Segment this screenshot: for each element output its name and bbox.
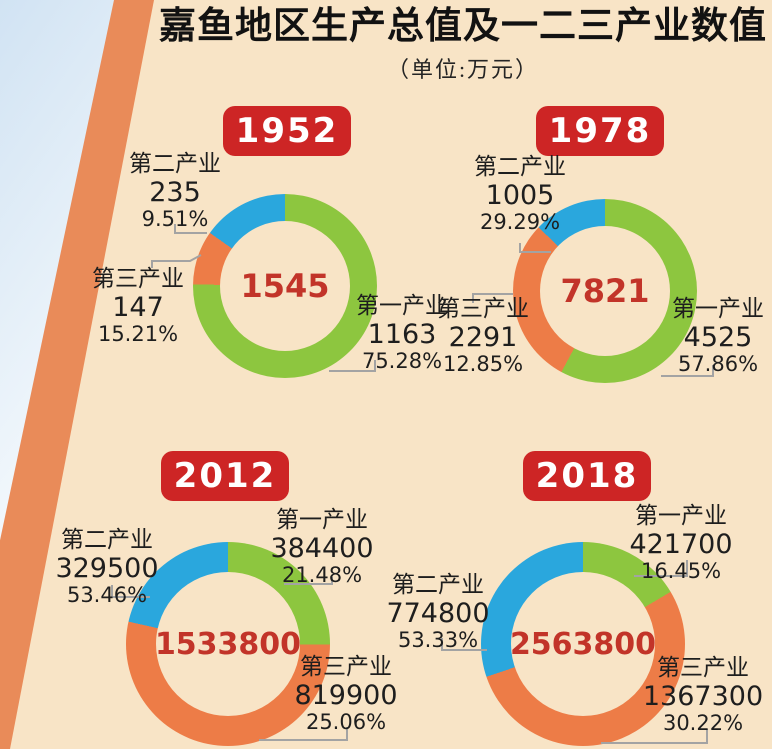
industry-label-2018-first: 第一产业 421700 16.45% [611, 503, 751, 584]
industry-value: 1005 [485, 180, 555, 212]
industry-name: 第二产业 [129, 151, 221, 177]
industry-label-2012-first: 第一产业 384400 21.48% [252, 507, 392, 588]
industry-percent: 30.22% [662, 711, 744, 736]
industry-label-1952-first: 第一产业 1163 75.28% [332, 293, 472, 374]
industry-label-2018-second: 第二产业 774800 53.33% [368, 572, 508, 653]
industry-label-1978-second: 第二产业 1005 29.29% [450, 154, 590, 235]
decor-band [0, 0, 154, 749]
industry-percent: 16.45% [640, 559, 722, 584]
year-badge-2012: 2012 [161, 451, 289, 501]
donut-chart-1978: 7821 [513, 199, 697, 383]
industry-name: 第一产业 [635, 503, 727, 529]
year-badge-1952: 1952 [223, 106, 351, 156]
industry-value: 774800 [386, 598, 490, 630]
industry-label-1952-third: 第三产业 147 15.21% [68, 266, 208, 347]
industry-label-1952-second: 第二产业 235 9.51% [105, 151, 245, 232]
industry-percent: 57.86% [677, 352, 759, 377]
donut-total-1978: 7821 [560, 272, 650, 310]
title-block: 嘉鱼地区生产总值及一二三产业数值 （单位:万元） [158, 4, 768, 84]
unit-subtitle: （单位:万元） [386, 57, 540, 83]
industry-percent: 53.33% [397, 628, 479, 653]
industry-label-2012-third: 第三产业 819900 25.06% [276, 654, 416, 735]
industry-value: 421700 [629, 529, 733, 561]
industry-value: 384400 [270, 533, 374, 565]
industry-label-1978-first: 第一产业 4525 57.86% [660, 296, 772, 377]
donut-hole [540, 226, 670, 356]
industry-percent: 53.46% [66, 583, 148, 608]
industry-name: 第二产业 [474, 154, 566, 180]
donut-hole [156, 572, 300, 716]
donut-total-1952: 1545 [240, 267, 330, 305]
industry-percent: 25.06% [305, 710, 387, 735]
year-badge-1978: 1978 [536, 106, 664, 156]
industry-name: 第三产业 [92, 266, 184, 292]
industry-value: 147 [112, 292, 164, 324]
donut-chart-2012: 1533800 [126, 542, 330, 746]
donut-chart-1952: 1545 [193, 194, 377, 378]
industry-name: 第三产业 [437, 296, 529, 322]
page-title: 嘉鱼地区生产总值及一二三产业数值 [159, 6, 767, 47]
industry-value: 1367300 [642, 681, 764, 713]
industry-name: 第三产业 [657, 655, 749, 681]
industry-value: 819900 [294, 680, 398, 712]
industry-label-1978-third: 第三产业 2291 12.85% [413, 296, 553, 377]
industry-label-2012-second: 第二产业 329500 53.46% [37, 527, 177, 608]
industry-percent: 12.85% [442, 352, 524, 377]
industry-value: 2291 [448, 322, 518, 354]
industry-value: 329500 [55, 553, 159, 585]
donut-hole [511, 572, 655, 716]
industry-percent: 75.28% [361, 349, 443, 374]
industry-value: 1163 [367, 319, 437, 351]
donut-hole [220, 221, 350, 351]
industry-name: 第二产业 [61, 527, 153, 553]
donut-total-2018: 2563800 [509, 626, 657, 662]
industry-name: 第一产业 [356, 293, 448, 319]
year-badge-2018: 2018 [523, 451, 651, 501]
industry-name: 第一产业 [672, 296, 764, 322]
industry-label-2018-third: 第三产业 1367300 30.22% [635, 655, 771, 736]
industry-percent: 15.21% [97, 322, 179, 347]
industry-name: 第三产业 [300, 654, 392, 680]
industry-percent: 29.29% [479, 210, 561, 235]
industry-value: 235 [149, 177, 201, 209]
donut-chart-2018: 2563800 [481, 542, 685, 746]
industry-name: 第二产业 [392, 572, 484, 598]
industry-value: 4525 [683, 322, 753, 354]
industry-name: 第一产业 [276, 507, 368, 533]
industry-percent: 9.51% [141, 207, 209, 232]
donut-total-2012: 1533800 [154, 626, 302, 662]
